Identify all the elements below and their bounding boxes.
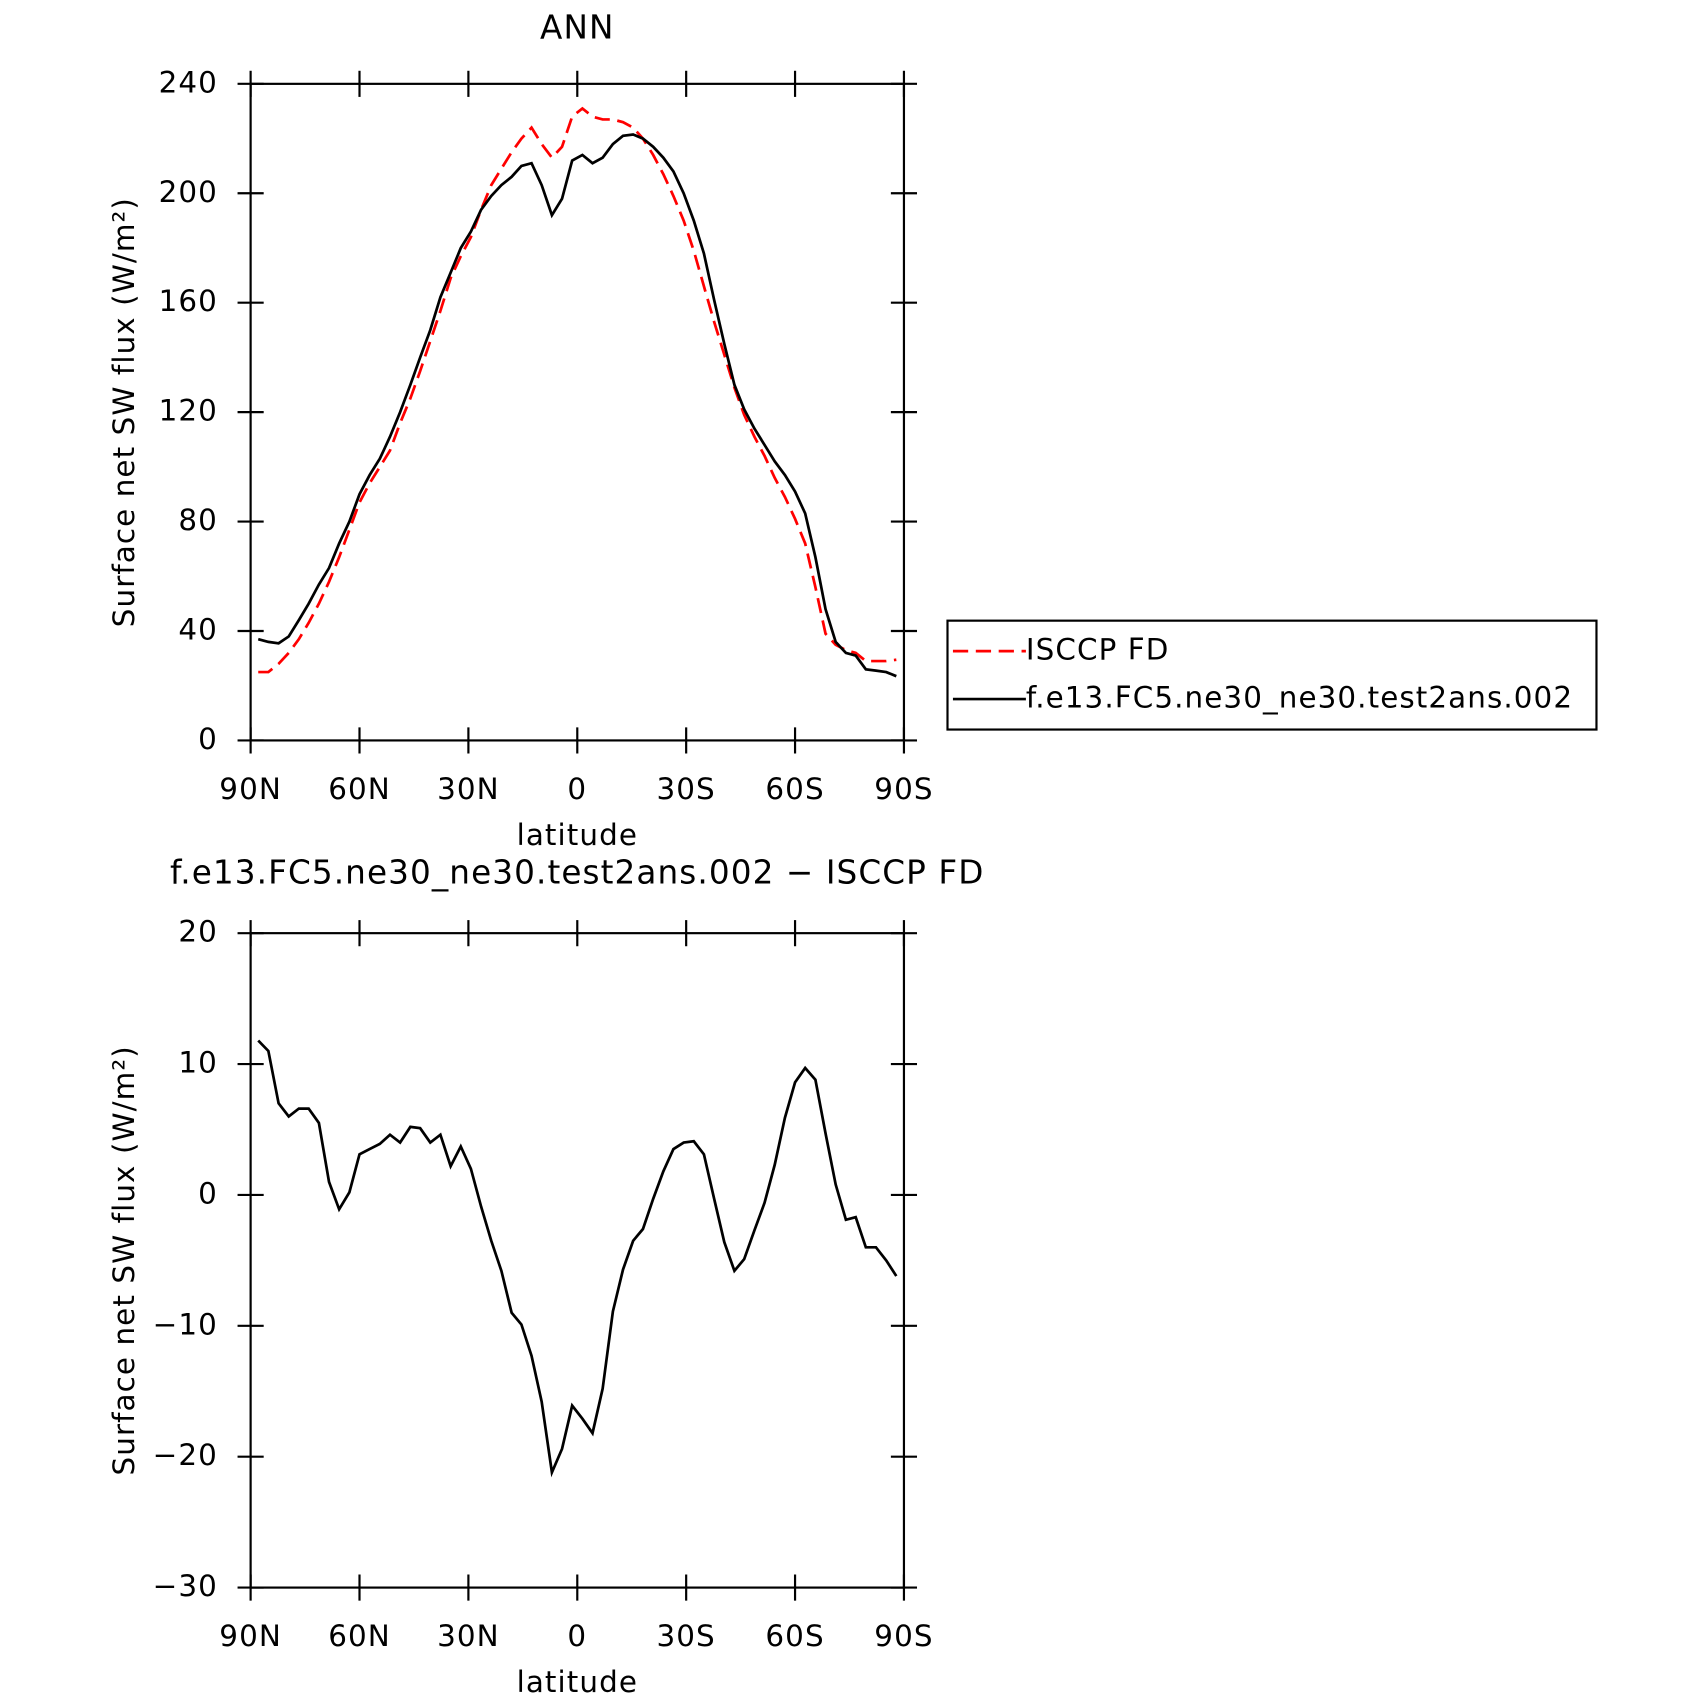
legend-box bbox=[946, 619, 1598, 731]
y-tick-label: 240 bbox=[159, 65, 218, 99]
legend-label: ISCCP FD bbox=[1026, 633, 1170, 667]
x-tick-label: 90S bbox=[874, 772, 933, 806]
y-tick-label: 10 bbox=[178, 1046, 218, 1080]
y-tick-label: 20 bbox=[178, 915, 218, 949]
y-tick-label: 80 bbox=[178, 503, 218, 537]
line-series bbox=[257, 1039, 898, 1478]
x-tick-label: 90N bbox=[219, 772, 282, 806]
x-tick-label: 30S bbox=[657, 1619, 716, 1653]
y-axis-label: Surface net SW flux (W/m²) bbox=[107, 197, 141, 627]
x-tick-label: 0 bbox=[567, 1619, 587, 1653]
x-tick-label: 0 bbox=[567, 772, 587, 806]
x-tick-label: 60S bbox=[765, 772, 824, 806]
x-tick-label: 30N bbox=[437, 772, 500, 806]
x-tick-label: 60N bbox=[328, 772, 391, 806]
y-tick-label: 40 bbox=[178, 613, 218, 647]
chart-title: ANN bbox=[540, 8, 614, 46]
y-tick-label: 200 bbox=[159, 175, 218, 209]
y-axis-label: Surface net SW flux (W/m²) bbox=[107, 1045, 141, 1475]
x-tick-label: 30S bbox=[657, 772, 716, 806]
y-tick-label: 0 bbox=[198, 1176, 218, 1210]
y-tick-label: −10 bbox=[153, 1307, 218, 1341]
x-axis-label: latitude bbox=[517, 818, 638, 852]
x-tick-label: 90S bbox=[874, 1619, 933, 1653]
x-tick-label: 60S bbox=[765, 1619, 824, 1653]
x-tick-label: 60N bbox=[328, 1619, 391, 1653]
line-series bbox=[258, 106, 897, 674]
plot-frame bbox=[249, 82, 906, 742]
line-series bbox=[257, 133, 897, 678]
plot-frame bbox=[249, 932, 906, 1589]
legend-label: f.e13.FC5.ne30_ne30.test2ans.002 bbox=[1026, 681, 1573, 715]
y-tick-label: 0 bbox=[198, 722, 218, 756]
y-tick-label: 160 bbox=[159, 284, 218, 318]
x-tick-label: 90N bbox=[219, 1619, 282, 1653]
y-tick-label: −30 bbox=[153, 1569, 218, 1603]
y-tick-label: −20 bbox=[153, 1438, 218, 1472]
x-axis-label: latitude bbox=[517, 1665, 638, 1699]
y-tick-label: 120 bbox=[159, 394, 218, 428]
chart-title: f.e13.FC5.ne30_ne30.test2ans.002 − ISCCP… bbox=[170, 853, 985, 891]
x-tick-label: 30N bbox=[437, 1619, 500, 1653]
